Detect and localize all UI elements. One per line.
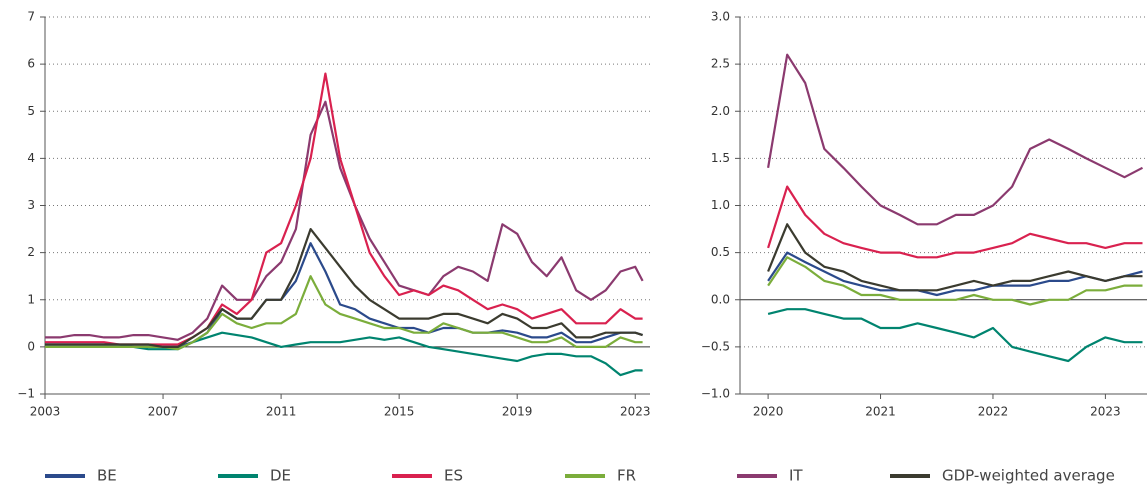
legend-label: DE <box>270 467 291 485</box>
series-line <box>767 251 1143 297</box>
x-tick-label: 2020 <box>753 405 784 419</box>
series-line <box>767 256 1143 306</box>
y-tick-label: −1 <box>17 387 35 401</box>
y-tick-label: 0.0 <box>711 292 730 306</box>
y-tick-label: 1.5 <box>711 151 730 165</box>
y-tick-label: 2 <box>27 245 35 259</box>
x-tick-label: 2022 <box>978 405 1009 419</box>
y-tick-label: 3 <box>27 198 35 212</box>
legend-label: ES <box>444 467 463 485</box>
y-tick-label: 0.5 <box>711 245 730 259</box>
series-line <box>767 185 1143 259</box>
x-tick-label: 2011 <box>266 405 297 419</box>
plot-area <box>767 53 1144 363</box>
x-tick-label: 2007 <box>148 405 179 419</box>
y-tick-label: −0.5 <box>701 339 730 353</box>
y-tick-label: 5 <box>27 104 35 118</box>
x-tick-label: 2019 <box>502 405 533 419</box>
x-tick-label: 2023 <box>1090 405 1121 419</box>
series-line <box>45 100 644 341</box>
plot-area <box>45 72 644 377</box>
series-line <box>45 331 643 377</box>
legend-label: BE <box>97 467 117 485</box>
y-tick-label: 0 <box>27 339 35 353</box>
y-tick-label: 3.0 <box>711 10 730 24</box>
x-tick-label: 2021 <box>865 405 896 419</box>
series-line <box>767 53 1144 226</box>
y-tick-label: 1.0 <box>711 198 730 212</box>
legend-label: GDP-weighted average <box>942 467 1115 485</box>
legend-label: FR <box>617 467 636 485</box>
y-tick-label: 1 <box>27 292 35 306</box>
series-line <box>45 228 643 348</box>
series-line <box>767 223 1143 292</box>
series-line <box>45 72 643 346</box>
y-tick-label: 7 <box>27 10 35 24</box>
legend-label: IT <box>789 467 803 485</box>
x-tick-label: 2023 <box>620 405 651 419</box>
y-tick-label: 2.5 <box>711 57 730 71</box>
series-line <box>45 242 643 348</box>
x-tick-label: 2003 <box>30 405 61 419</box>
y-tick-label: 2.0 <box>711 104 730 118</box>
x-tick-label: 2015 <box>384 405 415 419</box>
series-line <box>767 308 1143 363</box>
y-tick-label: 6 <box>27 57 35 71</box>
y-tick-label: 4 <box>27 151 35 165</box>
y-tick-label: −1.0 <box>701 387 730 401</box>
series-line <box>45 275 643 351</box>
